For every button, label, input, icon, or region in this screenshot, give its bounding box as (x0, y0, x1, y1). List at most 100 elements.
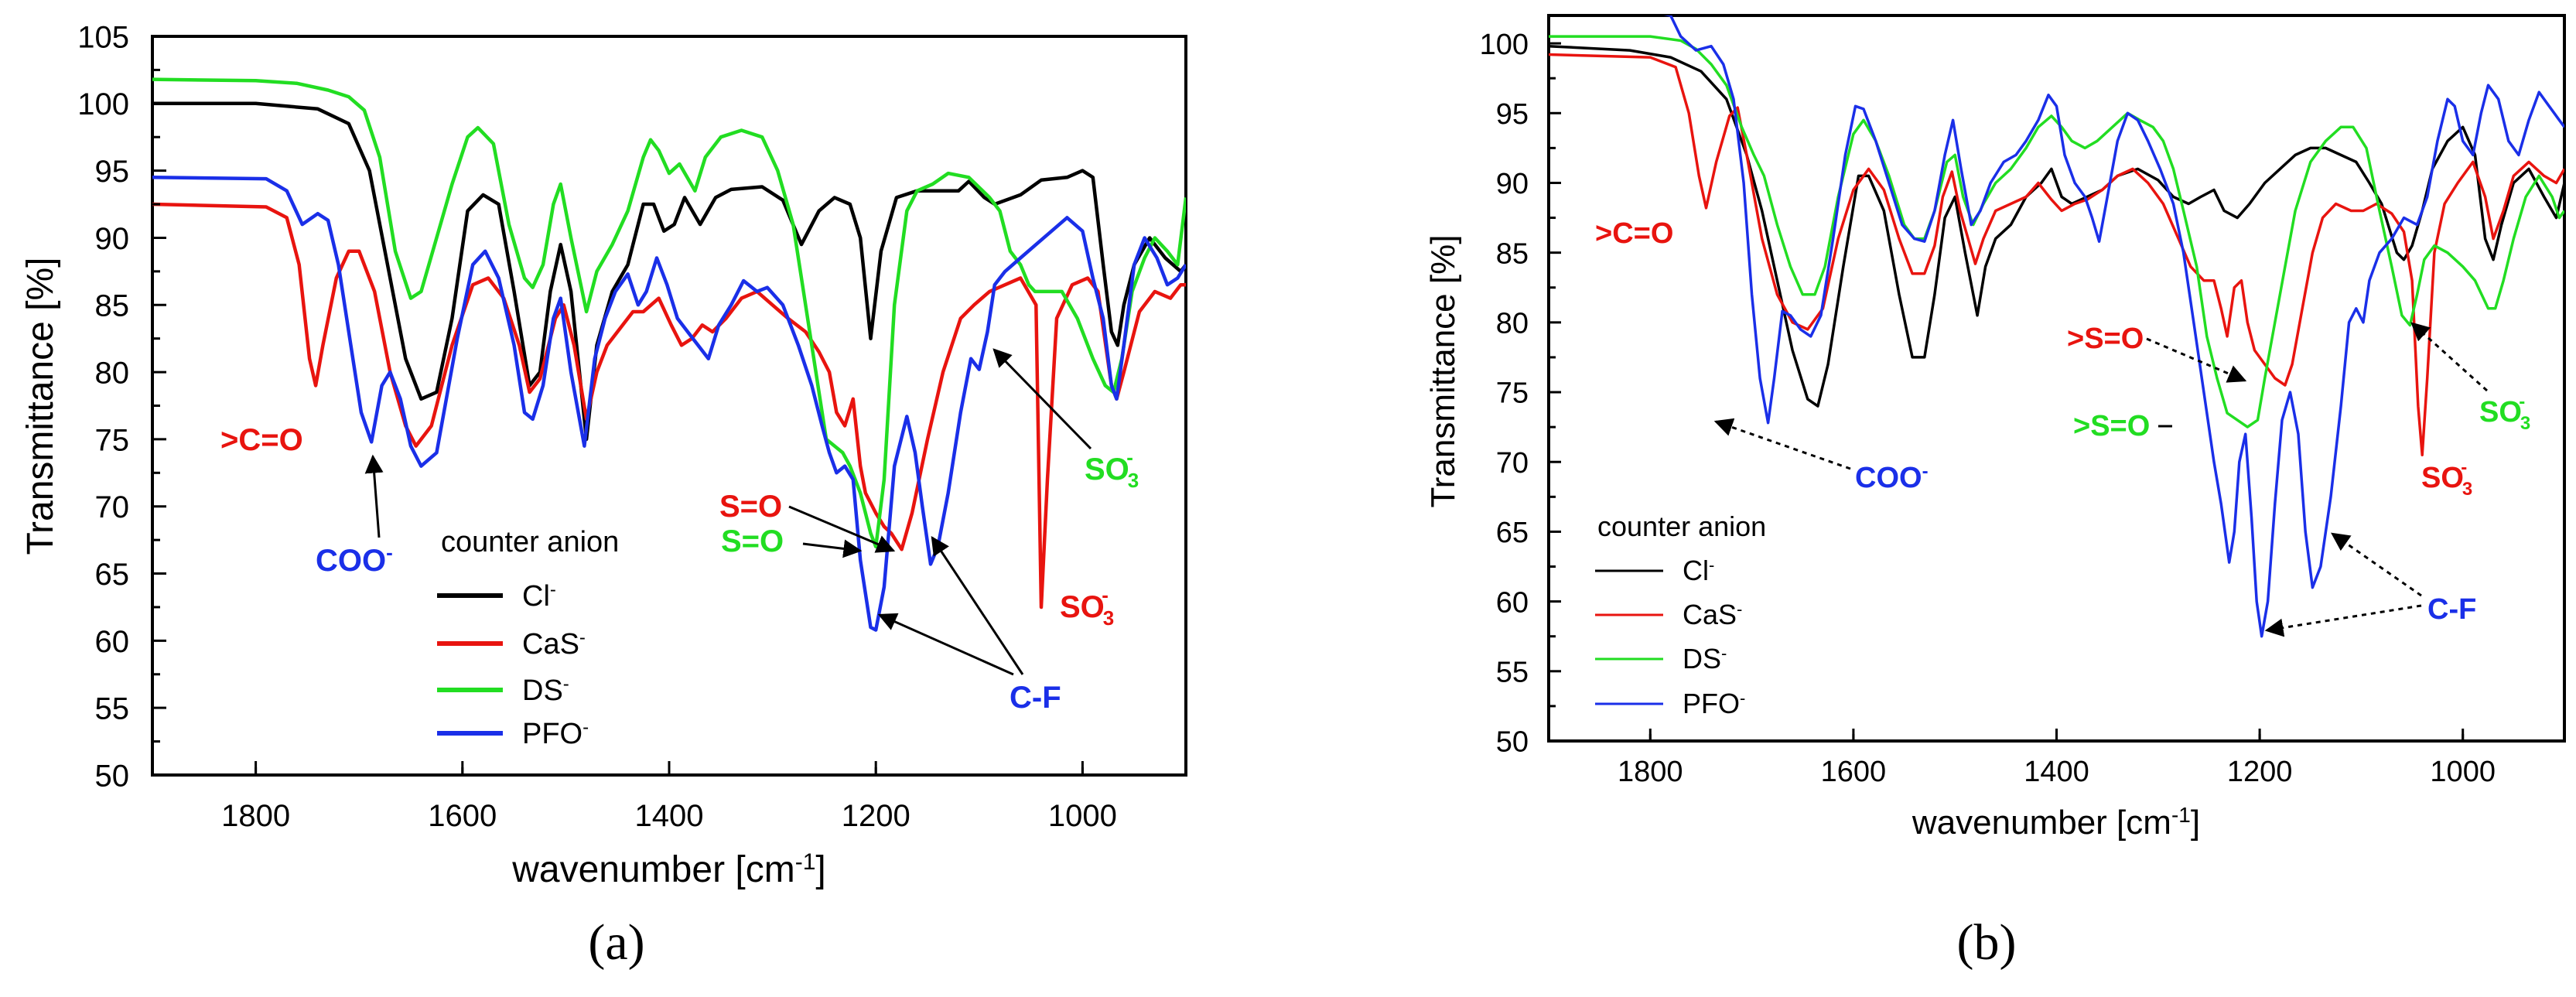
legend-entry: DS- (437, 674, 569, 708)
y-tick-label: 70 (95, 490, 130, 524)
y-tick-label: 65 (95, 558, 130, 592)
arrow-so3-green (992, 348, 1092, 450)
legend-entry: CaS- (1595, 599, 1742, 630)
annotation-c-f: C-F (1010, 681, 1061, 715)
y-tick-label: 60 (95, 625, 130, 659)
x-tick-label: 1200 (842, 799, 910, 833)
annotation-s-o-green: S=O (721, 524, 784, 558)
annotation-c-f: C-F (2427, 593, 2476, 626)
legend-label: DS- (522, 674, 569, 708)
series-line-cl (152, 101, 1186, 442)
arrow-c-f-2 (931, 535, 1024, 675)
x-tick-label: 1200 (2227, 756, 2293, 788)
chart-panel-b: 1800 1600 1400 1200 1000 50 55 60 65 70 75 80 85 90 95… (1424, 14, 2566, 971)
y-tick-label: 50 (1496, 726, 1529, 759)
arrow-s-o-green (802, 539, 863, 558)
y-tick-label: 90 (1496, 168, 1529, 200)
legend-entry: Cl- (437, 579, 556, 613)
annotation-s-o-red: S=O (719, 490, 782, 524)
plot-frame (151, 35, 1187, 777)
arrow-c-f-1 (2331, 532, 2422, 597)
legend: counter anion Cl- CaS- DS- PFO- (1595, 510, 1766, 719)
panel-caption-b: (b) (1957, 914, 2017, 971)
y-tick-label: 60 (1496, 586, 1529, 619)
series-line-pfo (152, 176, 1186, 632)
annotation-c-o: >C=O (220, 423, 303, 457)
y-tick-label: 105 (77, 20, 129, 54)
y-tick-label: 85 (1496, 237, 1529, 270)
arrow-c-f-1 (877, 613, 1014, 676)
legend-title: counter anion (441, 526, 619, 558)
y-tick-label: 90 (95, 222, 130, 256)
arrow-so3-green (2410, 322, 2489, 392)
y-tick-label: 80 (1496, 308, 1529, 340)
series-layer (1549, 15, 2564, 638)
x-tick-label: 1000 (2430, 756, 2496, 788)
y-tick-label: 80 (95, 356, 130, 390)
x-tick-label: 1800 (221, 799, 290, 833)
plot-frame (1547, 14, 2566, 743)
series-line-pfo (1663, 15, 2564, 638)
x-axis-label: wavenumber [cm-1] (511, 849, 826, 891)
series-line-cas (1549, 53, 2564, 456)
y-tick-label: 55 (1496, 656, 1529, 688)
legend: counter anion Cl- CaS- DS- PFO- (437, 526, 619, 750)
annotations: >C=O COO- S=O S=O C-F SO3- SO3- (220, 348, 1139, 715)
y-tick-label: 75 (1496, 377, 1529, 410)
annotation-so3-green: SO3- (1085, 446, 1139, 492)
chart-panel-a: 1800 1600 1400 1200 1000 50 55 60 65 70 75 80 85 90 95… (20, 20, 1187, 971)
legend-label: PFO- (1683, 688, 1745, 719)
x-tick-label: 1400 (2024, 756, 2089, 788)
legend-label: DS- (1683, 643, 1727, 674)
series-line-cl (1549, 44, 2564, 408)
annotation-coo: COO- (1855, 461, 1929, 495)
arrow-s-o-red (788, 505, 896, 553)
series-line-ds (152, 77, 1186, 549)
arrow-c-f-2 (2264, 604, 2422, 637)
legend-entry: CaS- (437, 627, 586, 661)
arrow-coo (1713, 418, 1851, 470)
ticks-layer: 1800 1600 1400 1200 1000 50 55 60 65 70 75 80 85 90 95… (1480, 29, 2496, 788)
y-tick-label: 95 (1496, 98, 1529, 131)
x-tick-label: 1600 (428, 799, 497, 833)
y-tick-label: 70 (1496, 447, 1529, 480)
x-axis-label: wavenumber [cm-1] (1912, 803, 2200, 842)
x-tick-label: 1600 (1821, 756, 1887, 788)
legend-title: counter anion (1597, 510, 1766, 542)
y-tick-label: 100 (77, 87, 129, 121)
series-line-cas (152, 202, 1186, 609)
legend-entry: Cl- (1595, 555, 1714, 586)
annotation-so3-red: SO3- (1060, 583, 1114, 630)
ticks-layer: 1800 1600 1400 1200 1000 50 55 60 65 70 75 80 85 90 95… (77, 20, 1117, 833)
legend-entry: DS- (1595, 643, 1727, 674)
annotations: >C=O COO- >S=O >S=O C-F SO3- SO3- (1595, 217, 2530, 637)
y-tick-label: 100 (1480, 29, 1529, 61)
legend-label: Cl- (522, 579, 556, 613)
y-tick-label: 85 (95, 289, 130, 323)
y-tick-label: 95 (95, 155, 130, 189)
x-tick-label: 1400 (635, 799, 704, 833)
y-tick-label: 65 (1496, 517, 1529, 549)
annotation-coo: COO- (316, 541, 393, 578)
y-tick-label: 55 (95, 692, 130, 726)
y-axis-label: Transmittance [%] (20, 257, 61, 555)
panel-caption-a: (a) (588, 914, 644, 971)
series-line-ds (1549, 35, 2564, 429)
legend-label: CaS- (1683, 599, 1742, 630)
legend-entry: PFO- (437, 717, 589, 751)
annotation-s-o-green: >S=O (2073, 410, 2150, 442)
arrow-coo (364, 454, 384, 538)
annotation-c-o: >C=O (1595, 217, 1673, 250)
legend-label: PFO- (522, 717, 589, 751)
legend-label: CaS- (522, 627, 586, 661)
y-tick-label: 50 (95, 759, 130, 793)
annotation-so3-red: SO3- (2421, 457, 2472, 500)
y-tick-label: 75 (95, 423, 130, 457)
y-axis-label: Transmittance [%] (1424, 235, 1462, 508)
annotation-s-o-red: >S=O (2067, 323, 2144, 355)
legend-entry: PFO- (1595, 688, 1745, 719)
x-tick-label: 1800 (1618, 756, 1683, 788)
legend-label: Cl- (1683, 555, 1714, 586)
x-tick-label: 1000 (1048, 799, 1117, 833)
